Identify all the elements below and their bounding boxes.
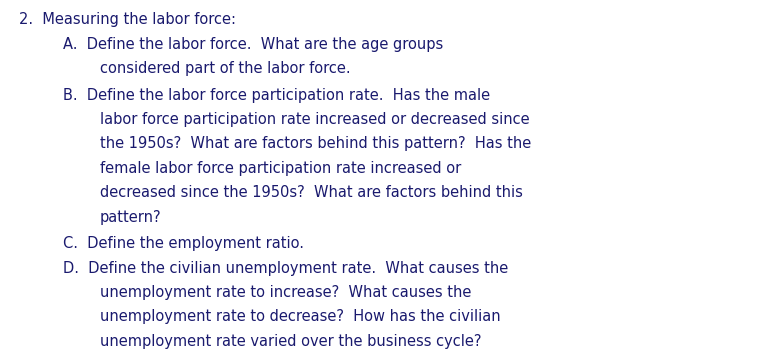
Text: labor force participation rate increased or decreased since: labor force participation rate increased…	[100, 112, 529, 127]
Text: B.  Define the labor force participation rate.  Has the male: B. Define the labor force participation …	[63, 88, 490, 103]
Text: C.  Define the employment ratio.: C. Define the employment ratio.	[63, 236, 304, 251]
Text: unemployment rate to decrease?  How has the civilian: unemployment rate to decrease? How has t…	[100, 309, 500, 325]
Text: female labor force participation rate increased or: female labor force participation rate in…	[100, 161, 461, 176]
Text: unemployment rate to increase?  What causes the: unemployment rate to increase? What caus…	[100, 285, 471, 300]
Text: pattern?: pattern?	[100, 210, 161, 225]
Text: 2.  Measuring the labor force:: 2. Measuring the labor force:	[19, 12, 236, 27]
Text: the 1950s?  What are factors behind this pattern?  Has the: the 1950s? What are factors behind this …	[100, 136, 531, 151]
Text: decreased since the 1950s?  What are factors behind this: decreased since the 1950s? What are fact…	[100, 185, 522, 200]
Text: A.  Define the labor force.  What are the age groups: A. Define the labor force. What are the …	[63, 37, 443, 52]
Text: D.  Define the civilian unemployment rate.  What causes the: D. Define the civilian unemployment rate…	[63, 261, 509, 276]
Text: unemployment rate varied over the business cycle?: unemployment rate varied over the busine…	[100, 334, 481, 349]
Text: considered part of the labor force.: considered part of the labor force.	[100, 61, 351, 76]
